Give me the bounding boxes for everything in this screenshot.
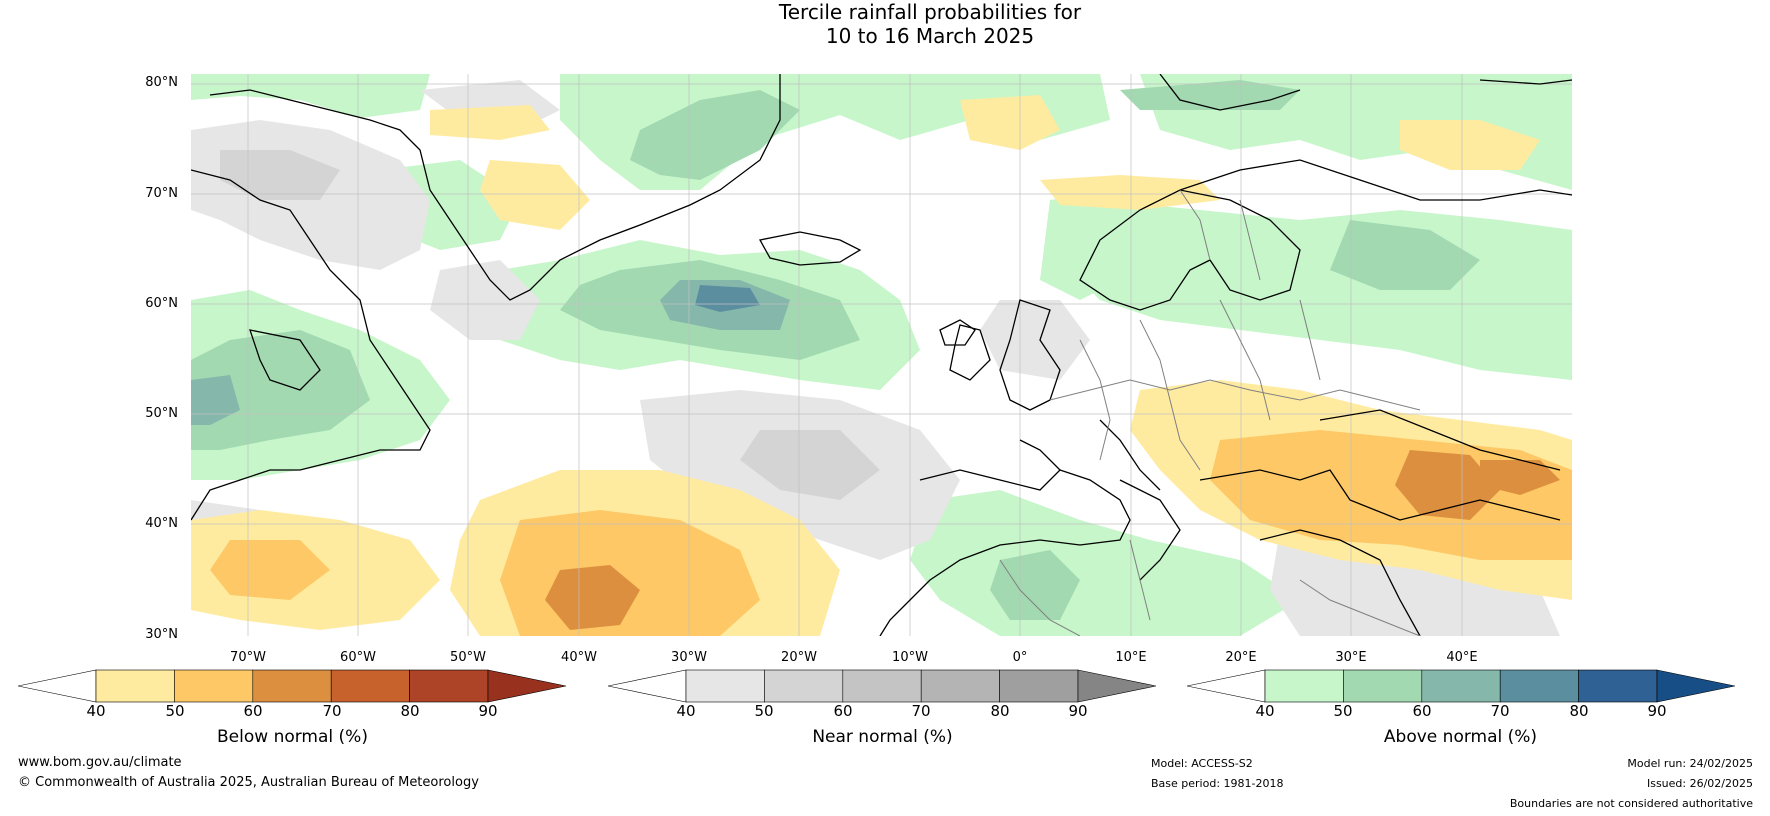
- lon-label: 60°W: [340, 650, 376, 665]
- lon-label: 40°W: [561, 650, 597, 665]
- colorbar-near-normal: [607, 669, 1157, 703]
- cbar-tick: 40: [676, 702, 696, 720]
- colorbar-above-normal: [1186, 669, 1736, 703]
- colorbar-segment: [1421, 669, 1501, 703]
- cbar-tick: 70: [322, 702, 342, 720]
- lon-label: 30°E: [1335, 650, 1367, 665]
- colorbar-segment: [252, 669, 332, 703]
- lon-label: 10°W: [892, 650, 928, 665]
- colorbar-extend-high: [1077, 669, 1157, 703]
- lon-label: 50°W: [450, 650, 486, 665]
- model-run-date: Model run: 24/02/2025: [1627, 757, 1753, 770]
- near-normal-regions: [191, 80, 1560, 636]
- colorbar-extend-low: [607, 669, 687, 703]
- cbar-tick: 90: [1647, 702, 1667, 720]
- above-normal-regions: [191, 74, 1572, 636]
- colorbar-segment: [409, 669, 489, 703]
- lon-label: 20°W: [781, 650, 817, 665]
- lat-label: 60°N: [145, 296, 178, 311]
- copyright-notice: © Commonwealth of Australia 2025, Austra…: [18, 775, 479, 790]
- cbar-tick: 50: [1333, 702, 1353, 720]
- model-name: Model: ACCESS-S2: [1151, 757, 1253, 770]
- colorbar-extend-high: [487, 669, 567, 703]
- colorbar-segment: [1264, 669, 1344, 703]
- lon-label: 10°E: [1115, 650, 1147, 665]
- map-title: Tercile rainfall probabilities for 10 to…: [0, 0, 1770, 48]
- lat-label: 80°N: [145, 75, 178, 90]
- lon-label: 0°: [1012, 650, 1028, 665]
- colorbar-segment: [174, 669, 254, 703]
- lat-label: 50°N: [145, 406, 178, 421]
- colorbar-segment: [330, 669, 410, 703]
- cbar-tick: 50: [754, 702, 774, 720]
- near-normal-label: Near normal (%): [812, 727, 953, 747]
- cbar-tick: 70: [1490, 702, 1510, 720]
- cbar-tick: 80: [400, 702, 420, 720]
- cbar-tick: 80: [990, 702, 1010, 720]
- colorbar-extend-low: [17, 669, 97, 703]
- website-link[interactable]: www.bom.gov.au/climate: [18, 755, 182, 770]
- cbar-tick: 50: [165, 702, 185, 720]
- cbar-tick: 60: [243, 702, 263, 720]
- colorbar-segment: [920, 669, 1000, 703]
- lon-label: 20°E: [1225, 650, 1257, 665]
- above-normal-label: Above normal (%): [1383, 727, 1538, 747]
- lat-label: 30°N: [145, 627, 178, 642]
- below-normal-label: Below normal (%): [217, 727, 368, 747]
- cbar-tick: 60: [833, 702, 853, 720]
- cbar-tick: 40: [86, 702, 106, 720]
- cbar-tick: 80: [1569, 702, 1589, 720]
- issued-date: Issued: 26/02/2025: [1646, 777, 1753, 790]
- colorbar-segment: [1578, 669, 1658, 703]
- cbar-tick: 60: [1412, 702, 1432, 720]
- colorbar-segment: [764, 669, 844, 703]
- coastlines: [191, 74, 1572, 636]
- colorbar-below-normal: [17, 669, 567, 703]
- probability-field: [191, 74, 1572, 636]
- colorbar-segment: [842, 669, 922, 703]
- colorbar-segment: [1343, 669, 1423, 703]
- cbar-tick: 40: [1255, 702, 1275, 720]
- lon-label: 40°E: [1446, 650, 1478, 665]
- colorbar-segment: [1499, 669, 1579, 703]
- boundaries-disclaimer: Boundaries are not considered authoritat…: [1509, 797, 1753, 810]
- colorbar-extend-low: [1186, 669, 1266, 703]
- lat-label: 40°N: [145, 516, 178, 531]
- graticule: [191, 74, 1572, 636]
- title-line-2: 10 to 16 March 2025: [825, 24, 1035, 48]
- base-period: Base period: 1981-2018: [1151, 777, 1284, 790]
- colorbar-extend-high: [1656, 669, 1736, 703]
- cbar-tick: 90: [478, 702, 498, 720]
- country-borders: [999, 189, 1421, 636]
- cbar-tick: 70: [911, 702, 931, 720]
- colorbar-segment: [999, 669, 1079, 703]
- below-normal-regions: [191, 95, 1572, 636]
- colorbar-segment: [685, 669, 765, 703]
- colorbar-segment: [95, 669, 175, 703]
- title-line-1: Tercile rainfall probabilities for: [778, 0, 1082, 24]
- cbar-tick: 90: [1068, 702, 1088, 720]
- lon-label: 30°W: [671, 650, 707, 665]
- lon-label: 70°W: [230, 650, 266, 665]
- lat-label: 70°N: [145, 186, 178, 201]
